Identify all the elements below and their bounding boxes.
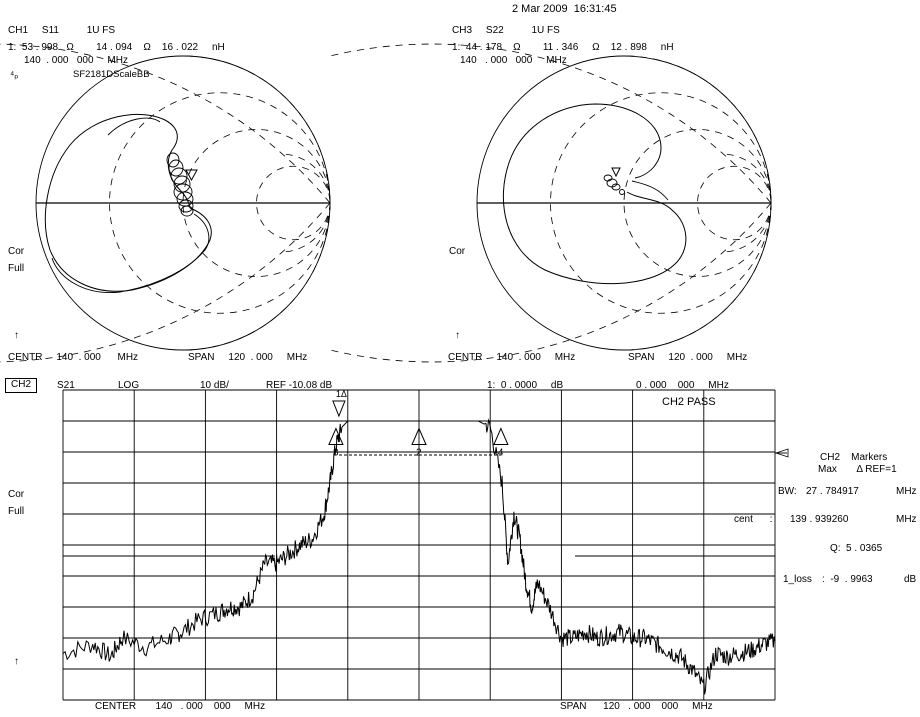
ch2-markers: 3 2 4 1Δ [328,389,509,459]
ch2-marker-2-icon [411,427,427,446]
ch3-marker-freq: 140 . 000 000 MHz [460,55,567,66]
ch2-grid [62,389,776,701]
q-label: Q: [830,543,841,554]
ch1-trace-cluster [166,152,194,217]
loss-label: 1_loss [783,574,812,585]
ch3-smith-dashed-grid [329,43,772,363]
trace-marker-icon: ⁴ₚ [10,70,19,81]
ch3-trace-cluster [603,174,625,195]
ch1-marker-readout: 1: 53 . 998 Ω 14 . 094 Ω 16 . 022 nH [8,42,225,53]
ch2-extra-lines [63,452,787,557]
ch1-marker-1-icon [185,169,198,182]
ch2-full-label: Full [8,506,25,517]
cent-label: cent : [734,514,773,525]
ch2-marker-3-icon [328,427,344,446]
bw-unit: MHz [896,486,917,497]
ch2-ref-level: REF -10.08 dB [266,380,333,391]
ch2-marker-freq: 0 . 000 000 MHz [636,380,729,391]
ch2-cor-label: Cor [8,489,25,500]
ch2-ref-arrow-icon: ↑ [14,656,19,667]
ch3-s22-trace [503,103,687,285]
ch1-cor-label: Cor [8,246,25,257]
cent-value: 139 . 939260 [790,514,849,525]
ch3-marker-readout: 1: 44 . 178 Ω 11 . 346 Ω 12 . 898 nH [452,42,674,53]
ch1-footer-span: SPAN 120 . 000 MHz [188,352,308,363]
marker-panel-subtitle: Max Δ REF=1 [818,464,897,475]
ch1-marker-freq: 140 . 000 000 MHz [24,55,128,66]
ch2-marker-1-label: 1Δ [336,389,347,399]
ch2-format: LOG [118,380,140,391]
marker-panel-title: CH2 Markers [820,452,888,463]
ch2-footer-span: SPAN 120 . 000 000 MHz [560,701,713,712]
loss-value: : -9 . 9963 [822,574,873,585]
loss-unit: dB [904,574,917,585]
ch3-marker-1-icon [611,167,621,178]
ch3-footer-center: CENTR 140 . 000 MHz [448,352,576,363]
ch2-marker-4-icon [493,427,509,446]
ch2-parameter: S21 [57,380,75,391]
ch3-footer-span: SPAN 120 . 000 MHz [628,352,748,363]
ch2-scale: 10 dB/ [200,380,229,391]
ch2-marker-1-icon [332,400,346,418]
ch1-smith-dashed-grid [0,43,331,363]
ch2-marker-2-label: 2 [416,448,422,459]
ch2-ref-level-icon [774,448,789,458]
bw-label: BW: [778,486,797,497]
ch1-full-label: Full [8,263,25,274]
bw-value: 27 . 784917 [806,486,859,497]
ch2-marker-4-label: 4 [498,448,504,459]
ch3-header: CH3 S22 1U FS [452,25,560,36]
timestamp: 2 Mar 2009 16:31:45 [512,3,617,15]
ch3-ref-arrow-icon: ↑ [455,330,460,341]
ch2-footer-center: CENTER 140 . 000 000 MHz [95,701,266,712]
ch1-ref-arrow-icon: ↑ [14,330,19,341]
cent-unit: MHz [896,514,917,525]
ch3-cor-label: Cor [449,246,466,257]
ch2-channel-tag[interactable]: CH2 [5,378,37,393]
ch1-header: CH1 S11 1U FS [8,25,116,36]
ch1-footer-center: CENTR 140 . 000 MHz [8,352,139,363]
ch2-marker-readout: 1: 0 . 0000 dB [487,380,564,391]
q-value: 5 . 0365 [846,543,883,554]
ch2-pass-label: CH2 PASS [662,396,716,408]
ch2-marker-3-label: 3 [333,448,339,459]
ch2-s21-trace [62,418,776,695]
